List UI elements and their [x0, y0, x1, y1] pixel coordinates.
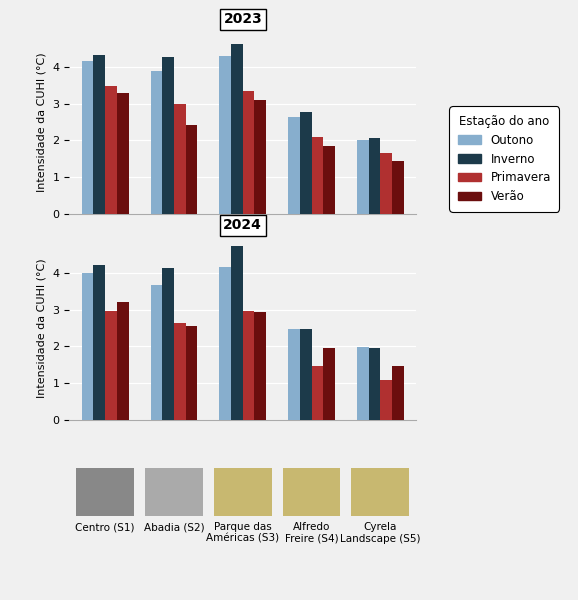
- Bar: [357, 140, 369, 214]
- Bar: [312, 137, 323, 214]
- Bar: [186, 125, 197, 214]
- Bar: [174, 322, 186, 420]
- Bar: [323, 146, 335, 214]
- Bar: [243, 311, 254, 420]
- Bar: [254, 100, 266, 214]
- Bar: [81, 61, 94, 214]
- Legend: Outono, Inverno, Primavera, Verão: Outono, Inverno, Primavera, Verão: [453, 110, 556, 208]
- Bar: [220, 56, 231, 214]
- Title: 2023: 2023: [223, 12, 262, 26]
- Bar: [94, 55, 105, 214]
- Bar: [150, 71, 162, 214]
- Bar: [231, 44, 243, 214]
- Text: Parque das
Américas (S3): Parque das Américas (S3): [206, 522, 279, 544]
- Bar: [81, 273, 94, 420]
- Bar: [105, 86, 117, 214]
- Bar: [105, 311, 117, 420]
- Bar: [357, 347, 369, 420]
- Bar: [300, 112, 312, 214]
- Y-axis label: Intensidade da CUHI (°C): Intensidade da CUHI (°C): [37, 52, 47, 192]
- Bar: [380, 153, 392, 214]
- Bar: [369, 347, 380, 420]
- Bar: [162, 268, 174, 420]
- Text: Abadia (S2): Abadia (S2): [144, 522, 204, 532]
- Bar: [231, 247, 243, 420]
- Bar: [300, 329, 312, 420]
- Bar: [288, 329, 300, 420]
- Bar: [392, 161, 404, 214]
- Text: Alfredo
Freire (S4): Alfredo Freire (S4): [285, 522, 338, 544]
- Text: Cyrela
Landscape (S5): Cyrela Landscape (S5): [340, 522, 421, 544]
- Bar: [220, 268, 231, 420]
- Bar: [392, 366, 404, 420]
- Bar: [254, 312, 266, 420]
- Bar: [288, 117, 300, 214]
- Bar: [369, 138, 380, 214]
- Bar: [174, 104, 186, 214]
- Bar: [94, 265, 105, 420]
- Bar: [312, 365, 323, 420]
- Bar: [117, 93, 128, 214]
- Title: 2024: 2024: [223, 218, 262, 232]
- Bar: [117, 302, 128, 420]
- Bar: [186, 326, 197, 420]
- Bar: [243, 91, 254, 214]
- Bar: [323, 347, 335, 420]
- Bar: [150, 284, 162, 420]
- Bar: [162, 57, 174, 214]
- Y-axis label: Intensidade da CUHI (°C): Intensidade da CUHI (°C): [37, 258, 47, 398]
- Text: Centro (S1): Centro (S1): [75, 522, 135, 532]
- Bar: [380, 380, 392, 420]
